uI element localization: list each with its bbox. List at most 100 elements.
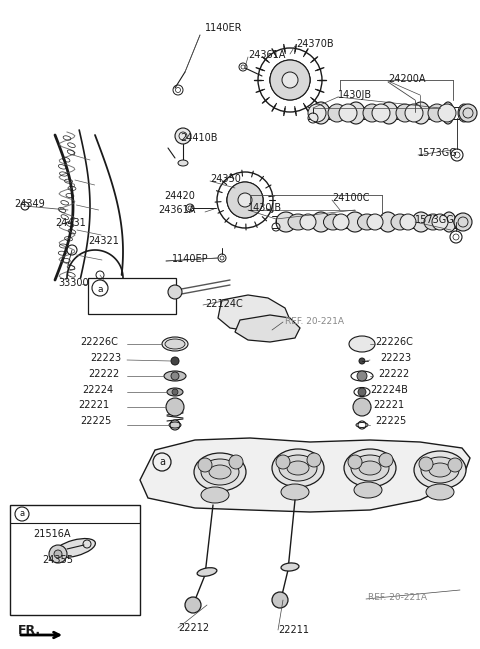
Ellipse shape [442,102,454,124]
Text: 24431: 24431 [55,218,86,228]
Text: 24200A: 24200A [388,74,425,84]
Text: 33300: 33300 [58,278,89,288]
Circle shape [359,358,365,364]
Text: 24321: 24321 [88,236,119,246]
Ellipse shape [270,62,310,98]
Circle shape [367,214,383,230]
Circle shape [175,128,191,144]
Circle shape [229,455,243,469]
Text: 1573GG: 1573GG [415,215,455,225]
Ellipse shape [359,461,381,475]
Ellipse shape [414,451,466,489]
Ellipse shape [426,484,454,500]
Circle shape [419,457,433,471]
Text: 22222: 22222 [378,369,409,379]
Polygon shape [140,438,470,512]
Text: 22222: 22222 [88,369,119,379]
Ellipse shape [424,214,442,230]
Text: 1430JB: 1430JB [338,90,372,100]
Ellipse shape [454,214,468,230]
Circle shape [282,72,298,88]
Ellipse shape [281,563,299,571]
Ellipse shape [312,212,331,232]
Circle shape [270,60,310,100]
Circle shape [372,104,390,122]
Ellipse shape [380,102,398,124]
Text: REF. 20-221A: REF. 20-221A [285,317,344,326]
Ellipse shape [442,212,456,232]
Circle shape [459,104,477,122]
Ellipse shape [165,339,185,349]
Text: a: a [19,509,24,519]
Text: 22225: 22225 [80,416,111,426]
Text: 22226C: 22226C [375,337,413,347]
Circle shape [400,214,416,230]
Text: 1140ER: 1140ER [205,23,242,33]
Text: REF. 20-221A: REF. 20-221A [368,593,427,602]
Ellipse shape [353,398,371,416]
Circle shape [170,420,180,430]
Circle shape [227,182,263,218]
Text: 24100C: 24100C [332,193,370,203]
Ellipse shape [201,459,239,485]
Ellipse shape [346,212,364,232]
Circle shape [405,104,423,122]
Text: 22212: 22212 [178,623,209,633]
Ellipse shape [396,104,414,122]
Circle shape [333,214,349,230]
Ellipse shape [194,453,246,491]
Circle shape [171,372,179,380]
Text: 22224B: 22224B [370,385,408,395]
Ellipse shape [363,104,381,122]
Circle shape [348,455,362,469]
Ellipse shape [164,371,186,381]
Ellipse shape [287,461,309,475]
Ellipse shape [344,449,396,487]
Text: a: a [159,457,165,467]
Text: 24349: 24349 [14,199,45,209]
Ellipse shape [354,482,382,498]
Ellipse shape [349,336,375,352]
Text: 22223: 22223 [380,353,411,363]
Ellipse shape [429,463,451,477]
Text: 24355: 24355 [42,555,73,565]
Text: 22224: 22224 [82,385,113,395]
Polygon shape [218,295,290,332]
Circle shape [172,389,178,395]
Text: 24420: 24420 [164,191,195,201]
Ellipse shape [351,455,389,481]
Circle shape [238,193,252,207]
Ellipse shape [412,102,430,124]
Circle shape [379,453,393,467]
Text: 24361A: 24361A [158,205,195,215]
Circle shape [432,214,448,230]
Circle shape [438,104,456,122]
Text: FR.: FR. [18,624,41,637]
Text: 24410B: 24410B [180,133,217,143]
Circle shape [198,458,212,472]
Ellipse shape [166,398,184,416]
Ellipse shape [281,484,309,500]
Ellipse shape [412,212,430,232]
Circle shape [307,453,321,467]
Ellipse shape [201,487,229,503]
Circle shape [339,104,357,122]
Text: 24370B: 24370B [296,39,334,49]
Ellipse shape [167,388,183,396]
Ellipse shape [347,102,365,124]
Ellipse shape [227,184,263,216]
Text: 22225: 22225 [375,416,406,426]
Polygon shape [235,315,300,342]
Ellipse shape [197,568,217,576]
Ellipse shape [358,214,376,230]
Text: 1430JB: 1430JB [248,203,282,213]
Bar [88,278,176,314]
Text: 22221: 22221 [78,400,109,410]
Ellipse shape [279,455,317,481]
Circle shape [168,285,182,299]
Ellipse shape [328,104,346,122]
Text: a: a [97,284,103,293]
Circle shape [358,388,366,396]
Ellipse shape [276,212,296,232]
Ellipse shape [428,104,446,122]
